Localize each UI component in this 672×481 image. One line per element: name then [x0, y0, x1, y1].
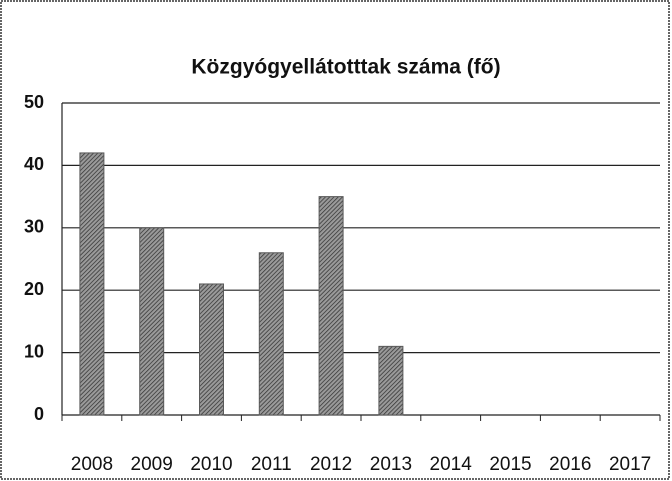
x-tick-label: 2013 [370, 454, 412, 475]
x-tick-label: 2010 [190, 454, 232, 475]
y-tick-label: 30 [24, 217, 44, 237]
x-tick-label: 2015 [489, 454, 531, 475]
x-tick-label: 2012 [310, 454, 352, 475]
y-tick-label: 40 [24, 154, 44, 174]
y-tick-label: 20 [24, 279, 44, 299]
bar [258, 252, 284, 416]
y-tick-label: 10 [24, 341, 44, 361]
bar [199, 283, 224, 416]
x-tick-label: 2011 [251, 454, 292, 475]
x-tick-label: 2008 [71, 454, 113, 475]
chart-title: Közgyógyellátotttak száma (fő) [191, 56, 500, 79]
x-tick-label: 2016 [549, 454, 591, 475]
x-tick-label: 2017 [609, 454, 651, 475]
bar [318, 196, 344, 416]
y-tick-label: 0 [34, 404, 44, 424]
x-tick-label: 2009 [131, 454, 173, 475]
bar [79, 152, 105, 416]
x-tick-label: 2014 [430, 454, 473, 475]
bar [378, 345, 404, 416]
y-tick-label: 50 [24, 92, 44, 112]
bar [139, 227, 165, 416]
